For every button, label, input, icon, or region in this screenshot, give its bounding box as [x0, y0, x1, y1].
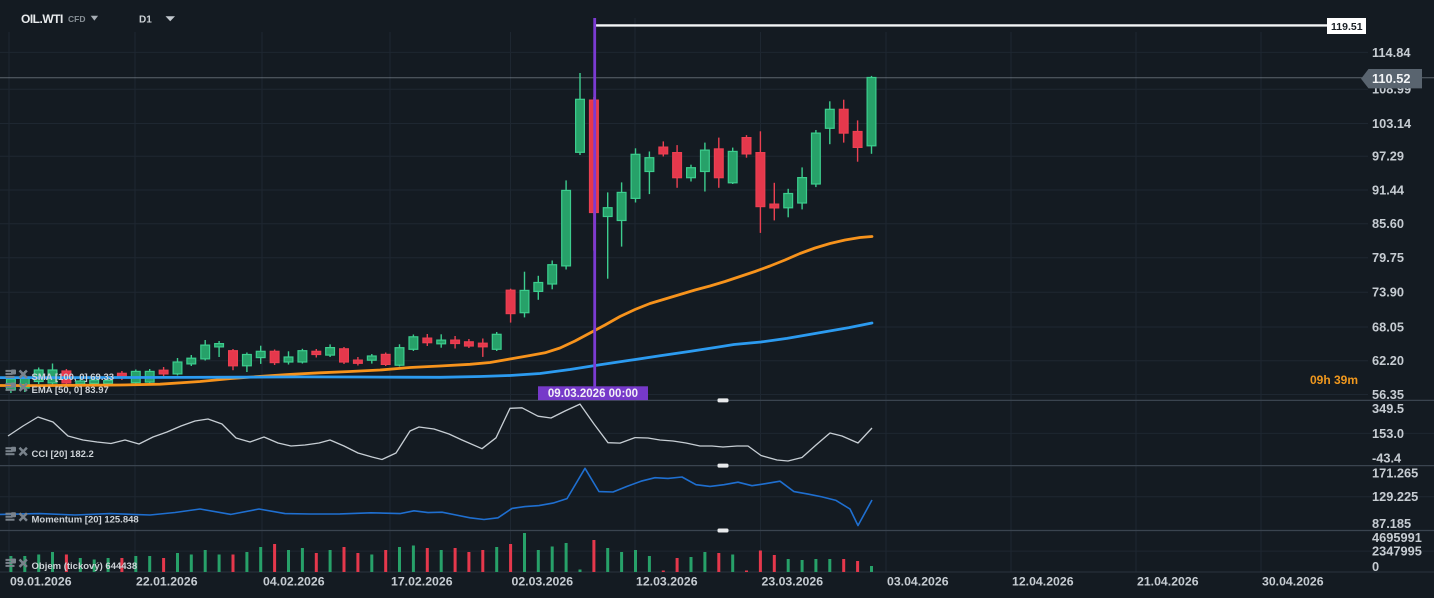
svg-text:4695991: 4695991	[1372, 530, 1422, 545]
svg-text:171.265: 171.265	[1372, 466, 1418, 481]
svg-text:97.29: 97.29	[1372, 149, 1404, 164]
svg-text:SMA [100, 0] 69.33: SMA [100, 0] 69.33	[32, 372, 115, 383]
svg-text:68.05: 68.05	[1372, 319, 1404, 334]
svg-text:114.84: 114.84	[1372, 45, 1411, 60]
svg-text:02.03.2026: 02.03.2026	[512, 574, 574, 588]
svg-text:09.03.2026 00:00: 09.03.2026 00:00	[548, 388, 638, 400]
svg-text:91.44: 91.44	[1372, 182, 1405, 197]
svg-text:CFD: CFD	[68, 14, 85, 24]
svg-text:85.60: 85.60	[1372, 216, 1404, 231]
svg-text:12.04.2026: 12.04.2026	[1012, 574, 1074, 588]
svg-text:56.35: 56.35	[1372, 387, 1404, 402]
svg-text:12.03.2026: 12.03.2026	[636, 574, 698, 588]
svg-text:22.01.2026: 22.01.2026	[136, 574, 198, 588]
svg-text:17.02.2026: 17.02.2026	[391, 574, 453, 588]
svg-text:OIL.WTI: OIL.WTI	[21, 12, 63, 26]
svg-text:CCI [20] 182.2: CCI [20] 182.2	[32, 449, 94, 460]
svg-text:09.01.2026: 09.01.2026	[10, 574, 72, 588]
svg-text:09h 39m: 09h 39m	[1310, 373, 1358, 387]
svg-text:79.75: 79.75	[1372, 250, 1404, 265]
svg-text:0: 0	[1372, 559, 1379, 574]
svg-text:119.51: 119.51	[1331, 21, 1363, 33]
svg-text:03.04.2026: 03.04.2026	[887, 574, 949, 588]
svg-text:110.52: 110.52	[1372, 71, 1410, 86]
svg-text:Momentum [20] 125.848: Momentum [20] 125.848	[32, 515, 139, 526]
svg-text:21.04.2026: 21.04.2026	[1137, 574, 1199, 588]
svg-text:349.5: 349.5	[1372, 401, 1404, 416]
svg-text:153.0: 153.0	[1372, 426, 1404, 441]
svg-text:Objem (tickový) 644438: Objem (tickový) 644438	[32, 561, 138, 572]
svg-text:04.02.2026: 04.02.2026	[263, 574, 325, 588]
svg-text:-43.4: -43.4	[1372, 451, 1402, 466]
svg-text:62.20: 62.20	[1372, 353, 1404, 368]
svg-text:D1: D1	[139, 15, 152, 26]
svg-text:73.90: 73.90	[1372, 285, 1404, 300]
svg-text:87.185: 87.185	[1372, 516, 1411, 531]
svg-text:23.03.2026: 23.03.2026	[762, 574, 824, 588]
svg-text:103.14: 103.14	[1372, 116, 1412, 131]
svg-text:129.225: 129.225	[1372, 489, 1418, 504]
svg-text:2347995: 2347995	[1372, 544, 1422, 559]
svg-text:EMA [50, 0] 83.97: EMA [50, 0] 83.97	[32, 385, 109, 396]
svg-text:30.04.2026: 30.04.2026	[1262, 574, 1324, 588]
